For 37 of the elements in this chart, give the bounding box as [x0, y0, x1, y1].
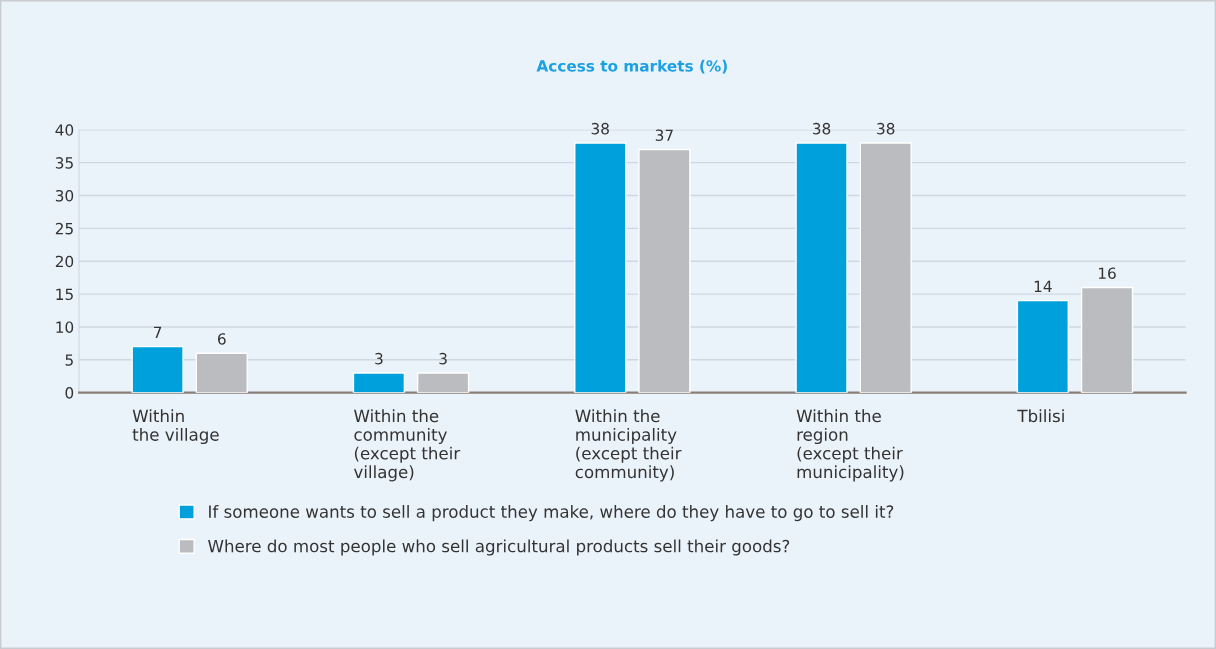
data-label: 38: [812, 122, 831, 135]
y-tick-label: 5: [65, 354, 73, 366]
data-label: 7: [154, 326, 162, 338]
data-label: 6: [217, 333, 226, 345]
data-label: 14: [1034, 280, 1052, 292]
legend-label: Where do most people who sell agricultural products sell their goods?: [208, 539, 790, 556]
data-label: 3: [375, 352, 383, 365]
y-tick-label: 15: [56, 288, 73, 301]
data-label: 3: [439, 352, 447, 365]
bar: [195, 352, 248, 393]
x-tick-label: Tbilisi: [1017, 409, 1064, 423]
bar: [352, 372, 406, 393]
bar: [131, 345, 184, 393]
y-tick-label: 25: [55, 222, 73, 235]
x-tick-label: Within the municipality (except their community): [575, 409, 682, 482]
bar: [416, 372, 470, 393]
y-tick-label: 20: [55, 255, 74, 268]
y-tick-label: 35: [55, 157, 73, 169]
legend-label: If someone wants to sell a product they make, where do they have to go to sell it?: [209, 505, 894, 522]
bar: [574, 142, 627, 393]
y-tick-label: 40: [55, 124, 74, 136]
data-label: 38: [877, 122, 895, 135]
y-tick-label: 0: [65, 387, 74, 399]
x-tick-label: Within the community (except their village): [353, 409, 461, 482]
bar: [1016, 299, 1069, 393]
data-label: 16: [1098, 267, 1116, 279]
x-tick-label: Within the village: [132, 409, 219, 445]
data-label: 37: [655, 129, 673, 141]
bar: [1080, 286, 1134, 393]
x-tick-label: Within the region (except their municipality): [796, 409, 904, 482]
y-tick-label: 30: [55, 189, 74, 202]
data-label: 38: [591, 122, 609, 135]
bar: [859, 142, 912, 393]
bar: [638, 148, 691, 393]
y-tick-label: 10: [56, 321, 74, 333]
chart-title: Access to markets (%): [536, 59, 727, 74]
bar: [795, 142, 848, 393]
